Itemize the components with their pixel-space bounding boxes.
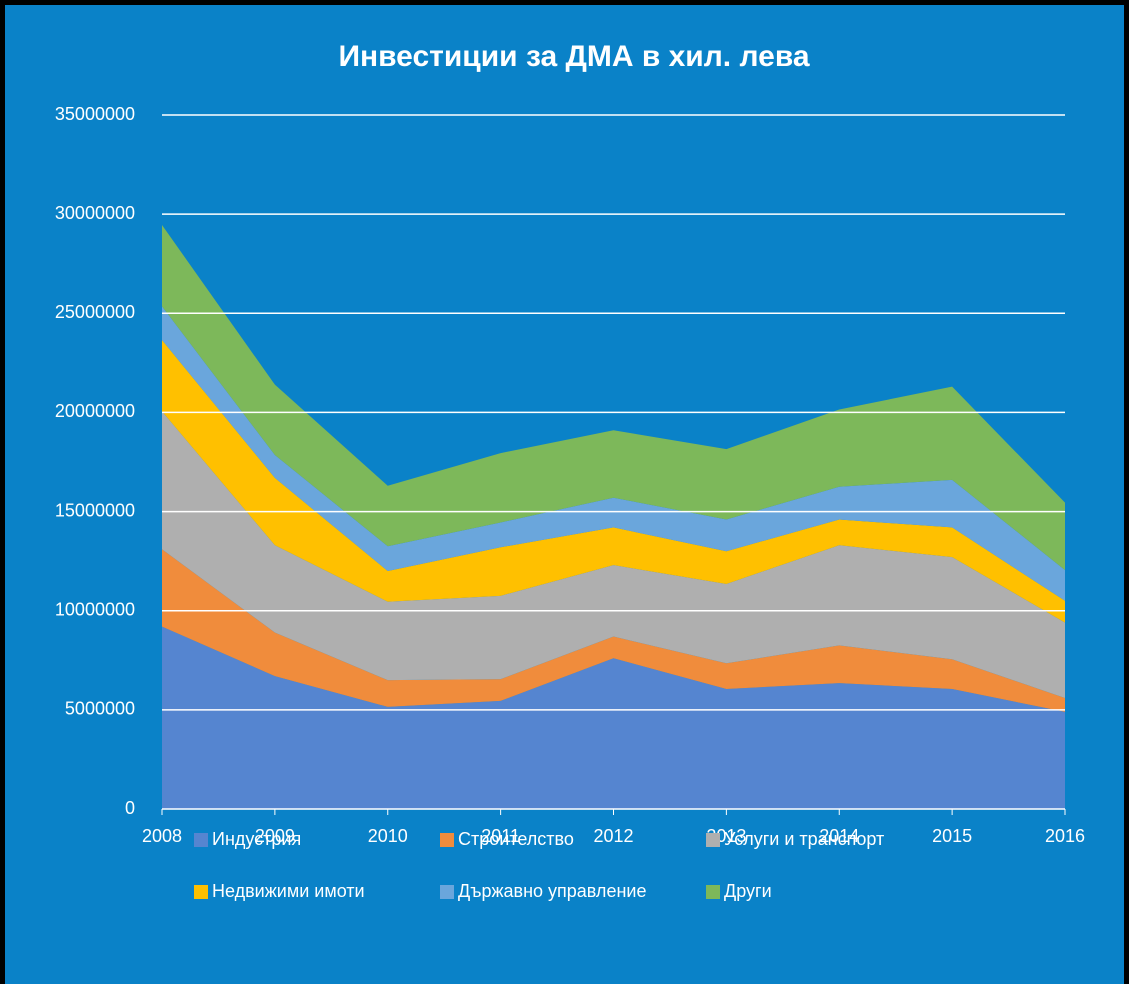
x-tick-label: 2010 (368, 826, 408, 846)
y-tick-label: 30000000 (55, 203, 135, 223)
x-tick-label: 2015 (932, 826, 972, 846)
x-tick-label: 2016 (1045, 826, 1085, 846)
legend-label: Индустрия (212, 829, 301, 849)
area (162, 626, 1065, 809)
legend-swatch (194, 833, 208, 847)
y-tick-label: 0 (125, 798, 135, 818)
x-tick-label: 2011 (481, 826, 520, 846)
x-tick-label: 2008 (142, 826, 182, 846)
legend-swatch (706, 885, 720, 899)
y-tick-label: 25000000 (55, 302, 135, 322)
x-tick-label: 2014 (819, 826, 859, 846)
legend-swatch (194, 885, 208, 899)
legend-label: Други (724, 881, 772, 901)
y-tick-label: 20000000 (55, 401, 135, 421)
area (162, 549, 1065, 712)
area (162, 225, 1065, 571)
y-tick-label: 10000000 (55, 599, 135, 619)
legend-label: Услуги и транспорт (724, 829, 884, 849)
y-tick-label: 35000000 (55, 104, 135, 124)
legend-label: Недвижими имоти (212, 881, 365, 901)
legend-swatch (440, 885, 454, 899)
y-tick-label: 15000000 (55, 500, 135, 520)
legend-swatch (440, 833, 454, 847)
area (162, 411, 1065, 698)
chart-title: Инвестиции за ДМА в хил. лева (338, 40, 809, 73)
legend-label: Строителство (458, 829, 574, 849)
x-tick-label: 2009 (255, 826, 295, 846)
legend-swatch (706, 833, 720, 847)
y-tick-label: 5000000 (65, 699, 135, 719)
legend-label: Държавно управление (458, 881, 646, 901)
x-tick-label: 2012 (593, 826, 633, 846)
